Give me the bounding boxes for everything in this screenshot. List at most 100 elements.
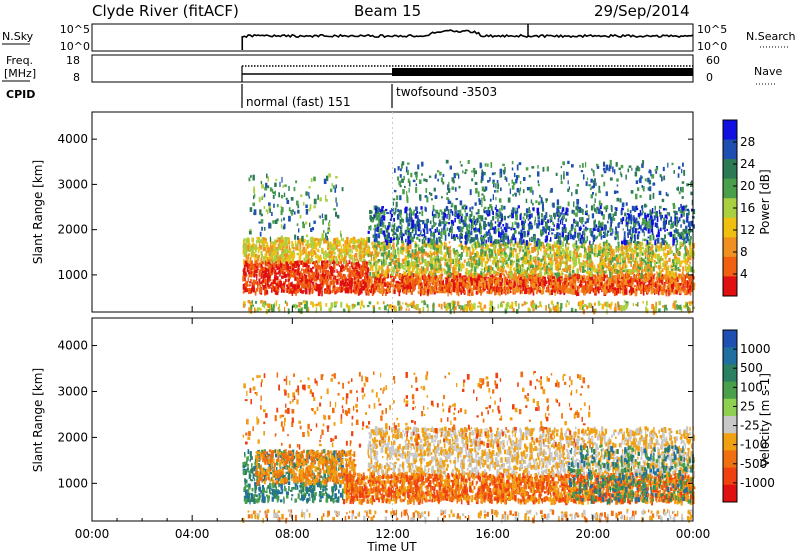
date-title: 29/Sep/2014	[594, 2, 690, 20]
power-cell	[370, 278, 373, 284]
power-cell	[266, 260, 268, 267]
power-cell	[295, 180, 298, 184]
power-cell	[273, 243, 276, 249]
power-cell	[519, 274, 522, 277]
power-cell	[271, 287, 273, 293]
power-cell	[482, 257, 485, 262]
power-cell	[409, 243, 412, 249]
power-cell	[514, 273, 517, 280]
power-cell	[313, 198, 317, 205]
power-cell	[323, 251, 326, 254]
power-cell	[278, 256, 282, 261]
power-cell	[339, 287, 343, 291]
power-cell	[548, 254, 551, 260]
power-cell	[332, 280, 335, 285]
power-cell	[496, 266, 498, 269]
power-cell	[376, 276, 379, 281]
power-cell	[486, 267, 488, 271]
power-cell	[301, 235, 304, 242]
power-cell	[338, 248, 341, 255]
power-cell	[555, 285, 558, 292]
power-cell	[686, 266, 689, 271]
power-cell	[373, 282, 376, 288]
power-cell	[503, 274, 506, 279]
power-cell	[342, 238, 344, 242]
power-cell	[371, 283, 375, 288]
power-cell	[613, 290, 616, 297]
power-cell	[514, 248, 517, 253]
power-cell	[290, 289, 292, 294]
power-cell	[428, 284, 431, 288]
power-cell	[399, 281, 401, 287]
power-cell	[349, 253, 352, 257]
power-cell	[346, 267, 350, 272]
power-cell	[380, 273, 383, 276]
power-cell	[642, 258, 645, 261]
power-cell	[578, 252, 582, 256]
power-cell	[346, 251, 348, 255]
power-cell	[313, 274, 316, 277]
power-cell	[286, 286, 290, 290]
power-cell	[469, 276, 473, 282]
power-cell	[533, 273, 536, 278]
power-cell	[440, 249, 442, 252]
power-cell	[288, 282, 291, 287]
power-cell	[562, 281, 565, 284]
power-cell	[364, 241, 366, 245]
power-cell	[249, 246, 252, 252]
power-cell	[562, 283, 565, 289]
freq-label-line1: Freq.	[6, 54, 33, 67]
power-cell	[281, 247, 284, 253]
power-cell	[261, 279, 265, 283]
power-cell	[301, 272, 304, 278]
power-cell	[244, 251, 248, 255]
power-cell	[363, 255, 365, 259]
power-cell	[293, 284, 297, 291]
power-cell	[306, 278, 309, 282]
power-cell	[332, 274, 335, 278]
power-cell	[300, 246, 302, 253]
power-cell	[420, 290, 422, 297]
power-cell	[618, 242, 620, 247]
power-cell	[308, 282, 311, 289]
power-cell	[346, 278, 348, 281]
power-cell	[401, 247, 404, 250]
power-cell	[446, 258, 448, 263]
power-cell	[448, 258, 450, 263]
power-cell	[336, 214, 340, 219]
power-cell	[310, 277, 313, 284]
power-cell	[544, 257, 546, 263]
power-cell	[507, 257, 510, 262]
power-cell	[362, 285, 364, 289]
power-cell	[303, 246, 306, 249]
power-cell	[411, 266, 414, 273]
power-cell	[331, 267, 334, 274]
power-cell	[481, 260, 484, 264]
power-cell	[486, 270, 490, 273]
power-cell	[310, 178, 313, 183]
power-cell	[347, 288, 349, 294]
power-cell	[258, 262, 262, 265]
power-cell	[549, 251, 552, 254]
power-cell	[429, 283, 431, 287]
power-cell	[353, 281, 356, 284]
power-cell	[394, 260, 397, 263]
power-cell	[524, 276, 526, 280]
power-cell	[300, 194, 303, 197]
power-cell	[401, 287, 404, 293]
power-cell	[595, 288, 598, 292]
power-cell	[288, 274, 292, 279]
power-cell	[356, 239, 359, 244]
power-cell	[495, 255, 498, 260]
power-cell	[452, 286, 456, 291]
power-cell	[347, 274, 350, 278]
power-cell	[667, 244, 671, 248]
power-cell	[452, 280, 455, 284]
power-cell	[676, 256, 678, 260]
power-cell	[365, 272, 369, 278]
power-cell	[687, 271, 689, 277]
power-cell	[506, 281, 509, 286]
power-cell	[329, 220, 331, 223]
power-cell	[328, 288, 331, 295]
